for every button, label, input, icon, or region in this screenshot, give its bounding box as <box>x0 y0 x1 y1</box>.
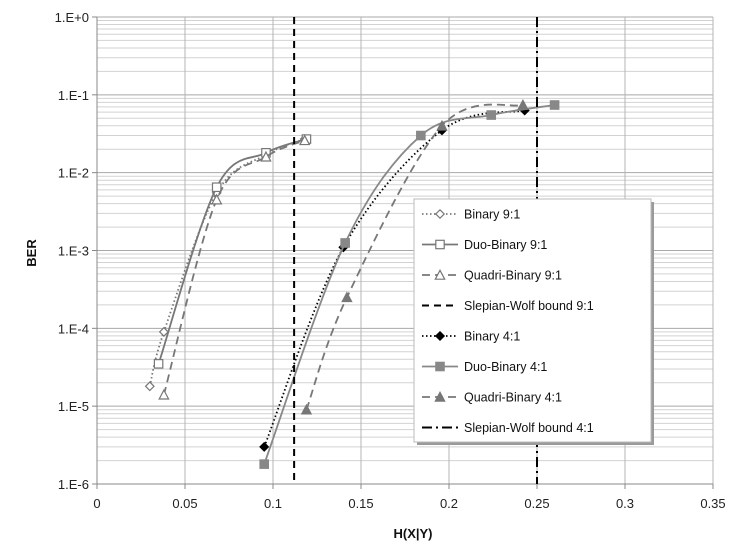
legend-marker-quadri-binary-4-1 <box>434 391 446 402</box>
data-point-quadri-binary-9-1 <box>260 150 272 162</box>
legend: Binary 9:1 Duo-Binary 9:1 Quadri-Binary 9:… <box>413 198 654 445</box>
legend-label-slepian-wolf-bound-4-1: Slepian-Wolf bound 4:1 <box>464 421 594 435</box>
series-line-quadri-binary-4-1 <box>305 103 524 411</box>
legend-marker-duo-binary-9-1 <box>435 239 445 250</box>
series-line-duo-binary-4-1 <box>263 104 555 465</box>
data-point-duo-binary-9-1 <box>211 182 222 193</box>
y-tick-label: 1.E-1 <box>58 88 89 103</box>
legend-label-slepian-wolf-bound-9-1: Slepian-Wolf bound 9:1 <box>464 299 594 313</box>
y-tick-label: 1.E-4 <box>58 321 89 336</box>
x-tick-label: 0.35 <box>700 496 725 511</box>
series-lines <box>144 99 560 469</box>
series-line-binary-4-1 <box>263 109 525 448</box>
series-duo-binary-4-1 <box>259 100 560 469</box>
x-tick-label: 0.05 <box>172 496 197 511</box>
data-point-quadri-binary-4-1 <box>341 291 353 303</box>
legend-label-binary-9-1: Binary 9:1 <box>464 208 520 222</box>
series-quadri-binary-9-1 <box>158 134 311 400</box>
x-tick-label: 0.25 <box>524 496 549 511</box>
legend-label-duo-binary-9-1: Duo-Binary 9:1 <box>464 238 547 252</box>
data-point-quadri-binary-9-1 <box>158 388 170 400</box>
legend-marker-binary-4-1 <box>434 330 446 342</box>
y-axis-title: BER <box>24 239 39 267</box>
y-tick-label: 1.E-2 <box>58 166 89 181</box>
data-point-duo-binary-4-1 <box>416 130 426 141</box>
series-line-quadri-binary-9-1 <box>163 139 306 396</box>
legend-marker-binary-9-1 <box>434 208 446 220</box>
x-axis-title: H(X|Y) <box>393 526 432 541</box>
data-point-binary-4-1 <box>259 441 270 452</box>
legend-marker-quadri-binary-9-1 <box>434 269 446 280</box>
x-tick-label: 0.2 <box>440 496 458 511</box>
axes: 1.E-6 1.E-5 1.E-4 1.E-3 1.E-2 1.E-1 1.E+0 0 0.05… <box>55 10 726 511</box>
legend-box <box>413 198 652 443</box>
y-tick-label: 1.E-5 <box>58 399 89 414</box>
data-point-quadri-binary-9-1 <box>298 134 311 146</box>
x-tick-label: 0.3 <box>616 496 634 511</box>
series-duo-binary-9-1 <box>153 134 312 369</box>
series-line-duo-binary-9-1 <box>157 138 307 365</box>
y-tick-label: 1.E+0 <box>55 10 89 25</box>
x-tick-label: 0.1 <box>264 496 282 511</box>
data-point-duo-binary-4-1 <box>340 238 350 248</box>
legend-label-duo-binary-4-1: Duo-Binary 4:1 <box>464 360 547 374</box>
legend-label-binary-4-1: Binary 4:1 <box>464 330 520 344</box>
x-tick-label: 0 <box>93 496 100 511</box>
data-point-binary-9-1 <box>144 381 155 392</box>
data-point-quadri-binary-4-1 <box>300 403 313 415</box>
data-point-quadri-binary-4-1 <box>517 99 529 110</box>
y-tick-label: 1.E-3 <box>58 244 89 259</box>
legend-label-quadri-binary-4-1: Quadri-Binary 4:1 <box>464 391 562 405</box>
series-line-binary-9-1 <box>148 138 306 387</box>
series-quadri-binary-4-1 <box>300 99 529 415</box>
legend-marker-duo-binary-4-1 <box>435 361 445 372</box>
data-point-duo-binary-4-1 <box>259 459 269 469</box>
data-point-quadri-binary-9-1 <box>210 193 223 205</box>
data-point-duo-binary-9-1 <box>153 359 164 369</box>
legend-label-quadri-binary-9-1: Quadri-Binary 9:1 <box>464 269 562 283</box>
y-tick-label: 1.E-6 <box>58 477 89 492</box>
data-point-quadri-binary-4-1 <box>436 119 448 131</box>
data-point-binary-9-1 <box>158 326 169 337</box>
x-tick-label: 0.15 <box>348 496 373 511</box>
data-point-duo-binary-4-1 <box>486 110 497 120</box>
data-point-duo-binary-4-1 <box>549 100 560 110</box>
